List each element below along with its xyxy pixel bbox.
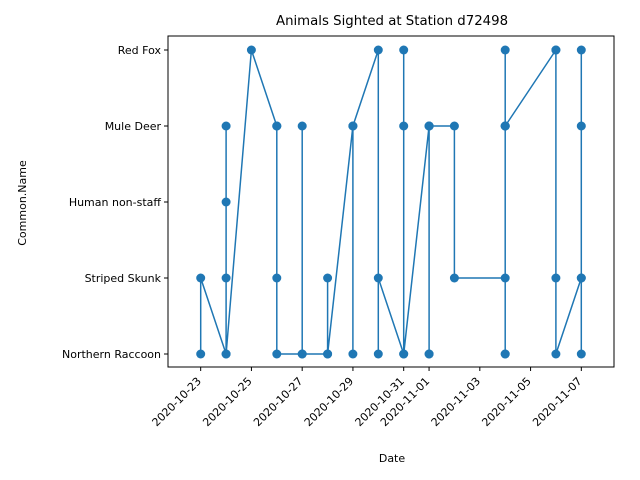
- data-point: [576, 349, 586, 359]
- data-point: [399, 349, 409, 359]
- data-point: [576, 121, 586, 131]
- data-point: [449, 121, 459, 131]
- data-point: [576, 45, 586, 55]
- data-point: [272, 349, 282, 359]
- data-point: [221, 273, 231, 283]
- data-point: [424, 121, 434, 131]
- data-point: [246, 45, 256, 55]
- data-point: [500, 273, 510, 283]
- data-point: [424, 349, 434, 359]
- y-tick-label: Mule Deer: [105, 120, 162, 133]
- data-point: [221, 121, 231, 131]
- data-point: [348, 121, 358, 131]
- y-axis-label: Common.Name: [16, 160, 29, 246]
- data-point: [551, 273, 561, 283]
- data-point: [272, 273, 282, 283]
- data-point: [297, 349, 307, 359]
- data-point: [323, 349, 333, 359]
- y-tick-label: Human non-staff: [69, 196, 162, 209]
- data-point: [196, 273, 206, 283]
- data-point: [221, 197, 231, 207]
- data-point: [348, 349, 358, 359]
- data-point: [323, 273, 333, 283]
- data-point: [373, 273, 383, 283]
- x-tick-label: 2020-11-05: [479, 375, 533, 429]
- data-point: [272, 121, 282, 131]
- data-point: [297, 121, 307, 131]
- x-tick-label: 2020-11-07: [530, 375, 584, 429]
- x-tick-label: 2020-10-25: [200, 375, 254, 429]
- x-axis-label: Date: [379, 452, 406, 465]
- data-point: [500, 121, 510, 131]
- data-point: [500, 349, 510, 359]
- data-point: [373, 349, 383, 359]
- data-point: [399, 121, 409, 131]
- x-tick-label: 2020-11-03: [429, 375, 483, 429]
- axis-ticks: Northern Raccoon Striped Skunk Human non-s…: [62, 44, 585, 429]
- y-tick-label: Northern Raccoon: [62, 348, 161, 361]
- data-point: [551, 349, 561, 359]
- plot-frame: [167, 35, 615, 368]
- x-tick-label: 2020-10-27: [251, 375, 305, 429]
- data-point: [221, 349, 231, 359]
- data-point: [551, 45, 561, 55]
- plot-area: [196, 45, 586, 359]
- data-point: [399, 45, 409, 55]
- y-tick-label: Striped Skunk: [85, 272, 162, 285]
- data-point: [373, 45, 383, 55]
- data-point: [449, 273, 459, 283]
- data-point: [196, 349, 206, 359]
- series-line: [199, 49, 583, 355]
- y-tick-label: Red Fox: [118, 44, 162, 57]
- data-point: [576, 273, 586, 283]
- x-tick-label: 2020-10-29: [302, 375, 356, 429]
- x-tick-label: 2020-10-23: [150, 375, 204, 429]
- chart-title: Animals Sighted at Station d72498: [276, 14, 508, 29]
- data-point: [500, 45, 510, 55]
